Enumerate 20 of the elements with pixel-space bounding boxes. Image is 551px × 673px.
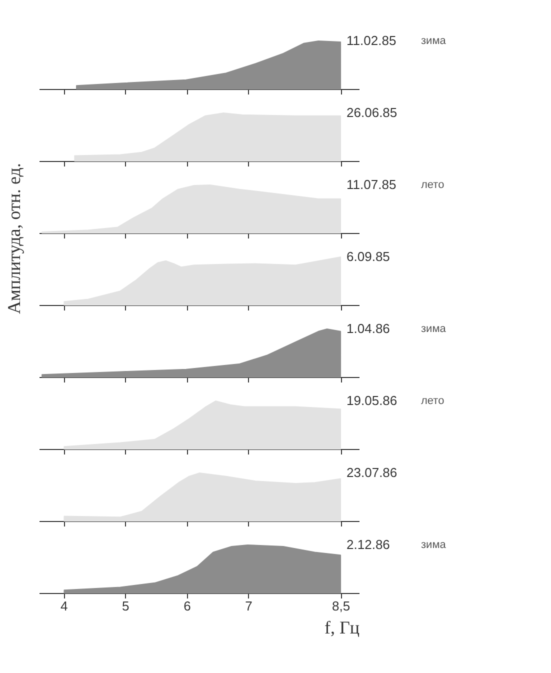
x-tick-label: 8,5	[332, 598, 350, 614]
x-tick-label: 6	[184, 598, 191, 614]
series-label: 6.09.85	[346, 249, 390, 264]
x-tick-label: 7	[245, 598, 252, 614]
series-label: 11.07.85	[346, 177, 396, 192]
series-label: 2.12.86	[346, 537, 390, 552]
series-label: 26.06.85	[346, 105, 398, 120]
text: лето	[421, 395, 444, 407]
text: зима	[421, 323, 447, 335]
y-axis-title: Амплитуда, отн. ед.	[4, 162, 25, 316]
x-tick-label: 4	[60, 598, 68, 614]
series-label: 23.07.86	[346, 465, 398, 480]
series-label: 11.02.85	[346, 33, 396, 48]
series-label: 1.04.86	[346, 321, 390, 336]
x-tick-label: 5	[122, 598, 130, 614]
text: лето	[421, 179, 444, 191]
x-axis-title: f, Гц	[324, 618, 360, 638]
text: зима	[421, 35, 447, 47]
series-label: 19.05.86	[346, 393, 398, 408]
text: зима	[421, 539, 447, 551]
